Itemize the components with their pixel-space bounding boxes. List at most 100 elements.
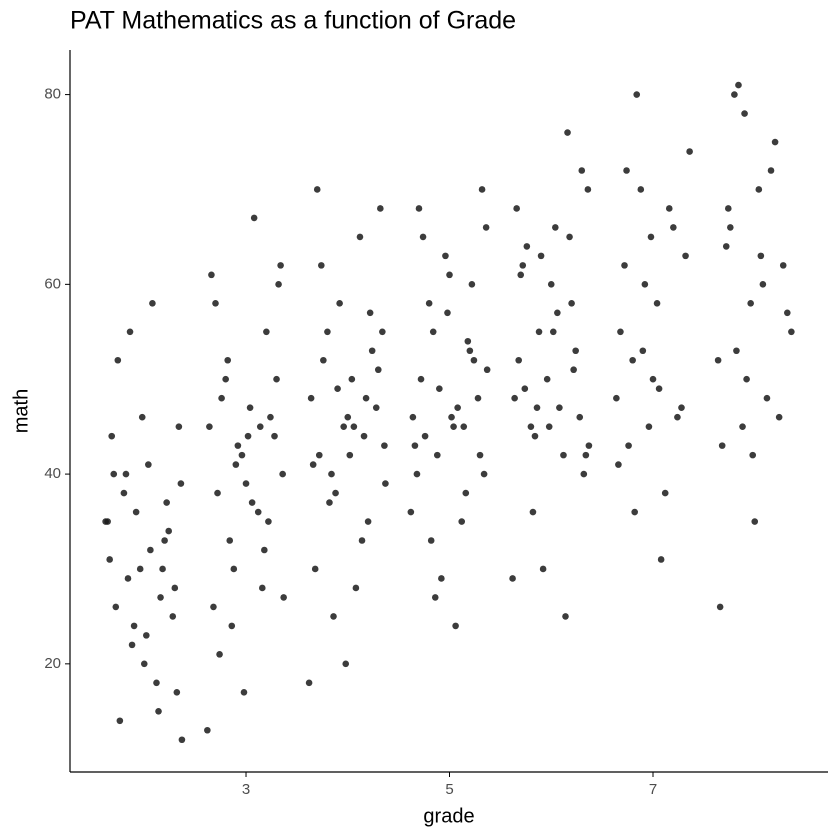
- point: [515, 356, 522, 364]
- point: [454, 404, 461, 411]
- point: [417, 375, 425, 383]
- point: [368, 347, 376, 355]
- point: [250, 214, 258, 222]
- point: [464, 337, 472, 345]
- point: [163, 499, 170, 506]
- point: [631, 508, 638, 516]
- point: [645, 423, 653, 430]
- point: [143, 632, 150, 639]
- point: [759, 281, 767, 288]
- point: [381, 442, 388, 449]
- point: [480, 470, 488, 478]
- point: [482, 224, 490, 231]
- point: [145, 461, 152, 468]
- point: [523, 243, 531, 250]
- point: [771, 138, 779, 146]
- point: [751, 518, 759, 525]
- point: [566, 233, 573, 241]
- point: [625, 442, 632, 449]
- point: [240, 689, 248, 696]
- point: [556, 404, 563, 411]
- point: [425, 300, 433, 307]
- point: [409, 413, 417, 421]
- y-tick-label: 40: [44, 465, 61, 482]
- point: [537, 252, 545, 260]
- x-tick-label: 5: [445, 781, 453, 798]
- point: [157, 594, 164, 601]
- point: [232, 461, 240, 468]
- point: [112, 603, 120, 611]
- point: [261, 546, 268, 554]
- point: [554, 309, 561, 317]
- point: [366, 309, 374, 317]
- point: [256, 423, 264, 430]
- point: [727, 224, 734, 231]
- point: [210, 603, 217, 611]
- point: [633, 91, 641, 98]
- point: [621, 262, 628, 269]
- point: [344, 413, 352, 421]
- point: [578, 167, 586, 174]
- x-tick-label: 7: [649, 781, 657, 798]
- point: [228, 622, 236, 630]
- point: [307, 394, 315, 402]
- point: [462, 489, 470, 497]
- point: [177, 480, 185, 487]
- point: [173, 689, 181, 696]
- point: [468, 281, 476, 288]
- point: [352, 584, 360, 592]
- point: [372, 404, 380, 411]
- point: [568, 300, 575, 307]
- point: [271, 432, 278, 440]
- point: [318, 262, 325, 269]
- point: [244, 432, 252, 440]
- point: [427, 537, 435, 544]
- point: [328, 470, 335, 478]
- point: [647, 233, 655, 241]
- point: [678, 404, 685, 411]
- point: [670, 224, 677, 231]
- point: [108, 432, 116, 440]
- point: [216, 651, 223, 658]
- y-axis-label: math: [10, 389, 32, 433]
- point: [120, 489, 128, 497]
- point: [175, 423, 183, 430]
- point: [433, 451, 441, 459]
- point: [356, 233, 364, 241]
- point: [332, 489, 339, 497]
- point: [585, 442, 593, 449]
- point: [763, 394, 771, 402]
- point: [724, 205, 732, 212]
- point: [448, 413, 455, 421]
- point: [442, 252, 449, 260]
- point: [446, 271, 453, 279]
- point: [263, 328, 270, 336]
- point: [722, 243, 730, 250]
- point: [171, 584, 179, 592]
- point: [114, 356, 122, 364]
- point: [572, 347, 579, 355]
- point: [132, 508, 140, 516]
- point: [564, 129, 571, 136]
- point: [136, 565, 144, 573]
- point: [779, 262, 787, 269]
- point: [767, 167, 775, 174]
- point: [222, 375, 229, 383]
- point: [140, 660, 148, 668]
- point: [374, 366, 382, 374]
- point: [234, 442, 242, 449]
- point: [212, 300, 219, 307]
- point: [655, 385, 663, 393]
- point: [718, 442, 726, 449]
- point: [444, 309, 451, 317]
- point: [470, 356, 478, 364]
- point: [204, 726, 211, 734]
- point: [543, 375, 551, 383]
- point: [545, 423, 553, 430]
- point: [346, 451, 354, 459]
- point: [149, 300, 156, 307]
- point: [226, 537, 234, 544]
- point: [362, 394, 370, 402]
- point: [755, 186, 763, 193]
- point: [165, 527, 172, 535]
